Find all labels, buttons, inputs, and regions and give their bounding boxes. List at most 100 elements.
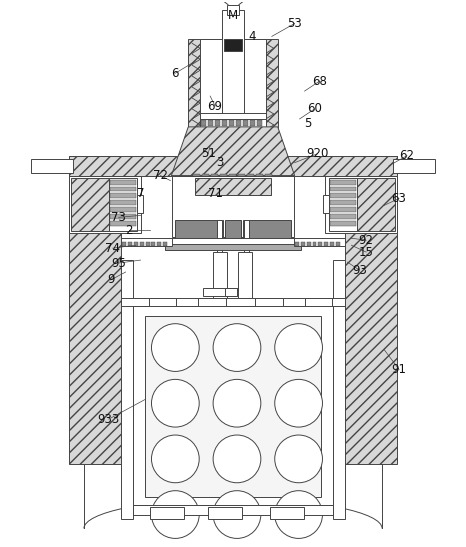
Bar	[195, 178, 271, 195]
Bar	[144, 316, 322, 497]
Bar	[393, 159, 435, 173]
Text: 72: 72	[153, 169, 168, 182]
Bar	[71, 178, 109, 231]
Bar	[165, 238, 301, 246]
Bar	[294, 238, 345, 246]
Text: 6: 6	[171, 67, 179, 80]
Text: 920: 920	[306, 147, 329, 160]
Bar	[202, 173, 209, 178]
Bar	[69, 156, 397, 176]
Bar	[333, 260, 345, 519]
Bar	[69, 156, 121, 464]
Bar	[256, 173, 263, 178]
Bar	[110, 200, 136, 206]
Bar	[295, 242, 299, 246]
Bar	[151, 507, 184, 519]
Bar	[110, 194, 136, 199]
Circle shape	[151, 435, 199, 483]
Bar	[247, 173, 254, 178]
Bar	[256, 233, 263, 238]
Bar	[244, 220, 249, 260]
Bar	[227, 4, 239, 15]
Bar	[200, 119, 266, 127]
Bar	[336, 242, 340, 246]
Bar	[229, 233, 236, 238]
Circle shape	[275, 491, 322, 538]
Bar	[225, 288, 237, 296]
Text: 71: 71	[208, 187, 223, 200]
Bar	[265, 233, 272, 238]
Circle shape	[213, 435, 261, 483]
Text: 3: 3	[216, 156, 224, 169]
Text: 7: 7	[137, 187, 144, 200]
Bar	[330, 214, 356, 219]
Bar	[330, 242, 335, 246]
Bar	[357, 178, 395, 231]
Bar	[238, 233, 245, 238]
Bar	[172, 176, 294, 237]
Bar	[110, 187, 136, 191]
Bar	[345, 156, 397, 464]
Bar	[243, 120, 248, 126]
Text: 5: 5	[304, 118, 311, 130]
Circle shape	[151, 491, 199, 538]
Bar	[211, 233, 218, 238]
Bar	[158, 242, 161, 246]
Text: 68: 68	[312, 74, 327, 88]
Bar	[213, 252, 227, 298]
Bar	[305, 298, 332, 312]
Bar	[243, 220, 291, 242]
Bar	[222, 10, 244, 129]
Bar	[307, 242, 310, 246]
Bar	[128, 242, 131, 246]
Bar	[229, 120, 234, 126]
Text: 60: 60	[307, 102, 322, 115]
Bar	[133, 505, 333, 515]
Text: 92: 92	[359, 234, 374, 247]
Bar	[134, 242, 137, 246]
Circle shape	[151, 324, 199, 371]
Bar	[330, 222, 356, 226]
Text: 2: 2	[125, 224, 132, 237]
Text: 933: 933	[97, 412, 120, 426]
Bar	[208, 507, 242, 519]
Bar	[330, 200, 356, 206]
Bar	[330, 179, 356, 184]
Bar	[110, 222, 136, 226]
Bar	[139, 242, 144, 246]
Bar	[121, 238, 172, 246]
Circle shape	[213, 324, 261, 371]
Bar	[137, 195, 143, 213]
Text: 69: 69	[208, 100, 223, 113]
Bar	[330, 194, 356, 199]
Text: 91: 91	[391, 363, 406, 376]
Bar	[220, 233, 227, 238]
Text: 74: 74	[105, 242, 120, 255]
Bar	[257, 120, 262, 126]
Bar	[250, 120, 255, 126]
Bar	[200, 39, 266, 119]
Bar	[318, 242, 322, 246]
Text: 63: 63	[391, 192, 406, 205]
Bar	[165, 244, 301, 250]
Bar	[164, 242, 167, 246]
Bar	[229, 173, 236, 178]
Bar	[202, 233, 209, 238]
Bar	[133, 306, 333, 505]
Bar	[110, 207, 136, 212]
Text: 15: 15	[359, 246, 374, 259]
Bar	[238, 173, 245, 178]
Bar	[217, 220, 222, 260]
Text: 53: 53	[287, 17, 302, 30]
Bar	[175, 220, 223, 242]
Bar	[149, 298, 176, 312]
Bar	[208, 120, 213, 126]
Text: 4: 4	[248, 30, 256, 43]
Bar	[211, 173, 218, 178]
Bar	[329, 178, 357, 231]
Bar	[324, 242, 329, 246]
Circle shape	[275, 380, 322, 427]
Circle shape	[275, 324, 322, 371]
Bar	[247, 233, 254, 238]
Text: M: M	[228, 9, 238, 22]
